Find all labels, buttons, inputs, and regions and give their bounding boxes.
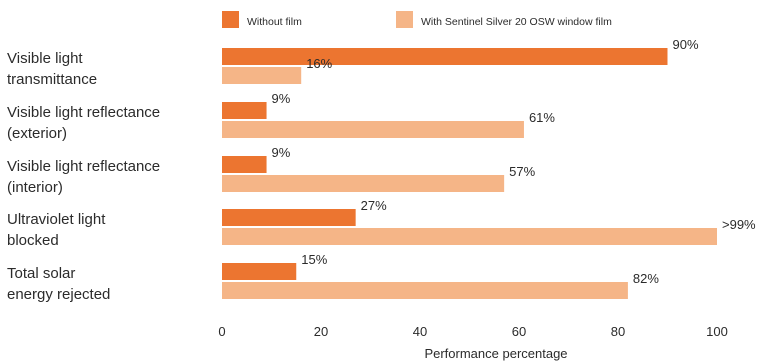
x-tick-label-20: 20 bbox=[314, 324, 328, 339]
category-label-4: Ultraviolet light blocked bbox=[7, 211, 106, 249]
legend: Without film With Sentinel Silver 20 OSW … bbox=[222, 11, 612, 28]
value-label-with-film-5: 82% bbox=[633, 271, 659, 286]
value-label-without-film-2: 9% bbox=[272, 91, 291, 106]
bar-with-film-3 bbox=[222, 175, 505, 192]
category-label-line: blocked bbox=[7, 232, 59, 249]
category-label-line: Visible light reflectance bbox=[7, 104, 160, 121]
bar-without-film-1 bbox=[222, 48, 668, 65]
x-axis: 0 20 40 60 80 100 bbox=[218, 324, 727, 339]
category-label-line: Ultraviolet light bbox=[7, 211, 106, 228]
value-label-without-film-5: 15% bbox=[301, 252, 327, 267]
category-label-line: (interior) bbox=[7, 179, 63, 196]
x-tick-label-40: 40 bbox=[413, 324, 427, 339]
category-label-line: Visible light reflectance bbox=[7, 158, 160, 175]
x-tick-label-0: 0 bbox=[218, 324, 225, 339]
category-labels: Visible light transmittance Visible light … bbox=[7, 50, 160, 303]
category-label-1: Visible light transmittance bbox=[7, 50, 97, 88]
bar-without-film-5 bbox=[222, 263, 297, 280]
category-label-line: (exterior) bbox=[7, 125, 67, 142]
legend-label-2: With Sentinel Silver 20 OSW window film bbox=[421, 16, 612, 28]
x-tick-label-100: 100 bbox=[706, 324, 728, 339]
value-label-without-film-4: 27% bbox=[361, 198, 387, 213]
value-label-with-film-4: >99% bbox=[722, 217, 756, 232]
category-label-line: energy rejected bbox=[7, 286, 110, 303]
category-label-3: Visible light reflectance (interior) bbox=[7, 158, 160, 196]
bar-without-film-3 bbox=[222, 156, 267, 173]
value-label-with-film-2: 61% bbox=[529, 110, 555, 125]
legend-label-1: Without film bbox=[247, 16, 302, 28]
category-label-2: Visible light reflectance (exterior) bbox=[7, 104, 160, 142]
category-label-5: Total solar energy rejected bbox=[7, 265, 110, 303]
legend-swatch-2 bbox=[396, 11, 413, 28]
bar-with-film-1 bbox=[222, 67, 302, 84]
bar-with-film-4 bbox=[222, 228, 717, 245]
x-tick-label-60: 60 bbox=[512, 324, 526, 339]
category-label-line: Total solar bbox=[7, 265, 75, 282]
category-label-line: transmittance bbox=[7, 71, 97, 88]
x-axis-title: Performance percentage bbox=[424, 346, 567, 361]
category-label-line: Visible light bbox=[7, 50, 83, 67]
value-label-with-film-3: 57% bbox=[509, 164, 535, 179]
value-labels: 90% 9% 9% 27% 15% 16% 61% 57% >99% 82% bbox=[272, 37, 757, 286]
bar-with-film-5 bbox=[222, 282, 628, 299]
legend-swatch-1 bbox=[222, 11, 239, 28]
value-label-without-film-3: 9% bbox=[272, 145, 291, 160]
x-tick-label-80: 80 bbox=[611, 324, 625, 339]
value-label-without-film-1: 90% bbox=[673, 37, 699, 52]
bar-without-film-4 bbox=[222, 209, 356, 226]
bar-with-film-2 bbox=[222, 121, 524, 138]
value-label-with-film-1: 16% bbox=[306, 56, 332, 71]
bar-without-film-2 bbox=[222, 102, 267, 119]
bars bbox=[222, 48, 717, 299]
